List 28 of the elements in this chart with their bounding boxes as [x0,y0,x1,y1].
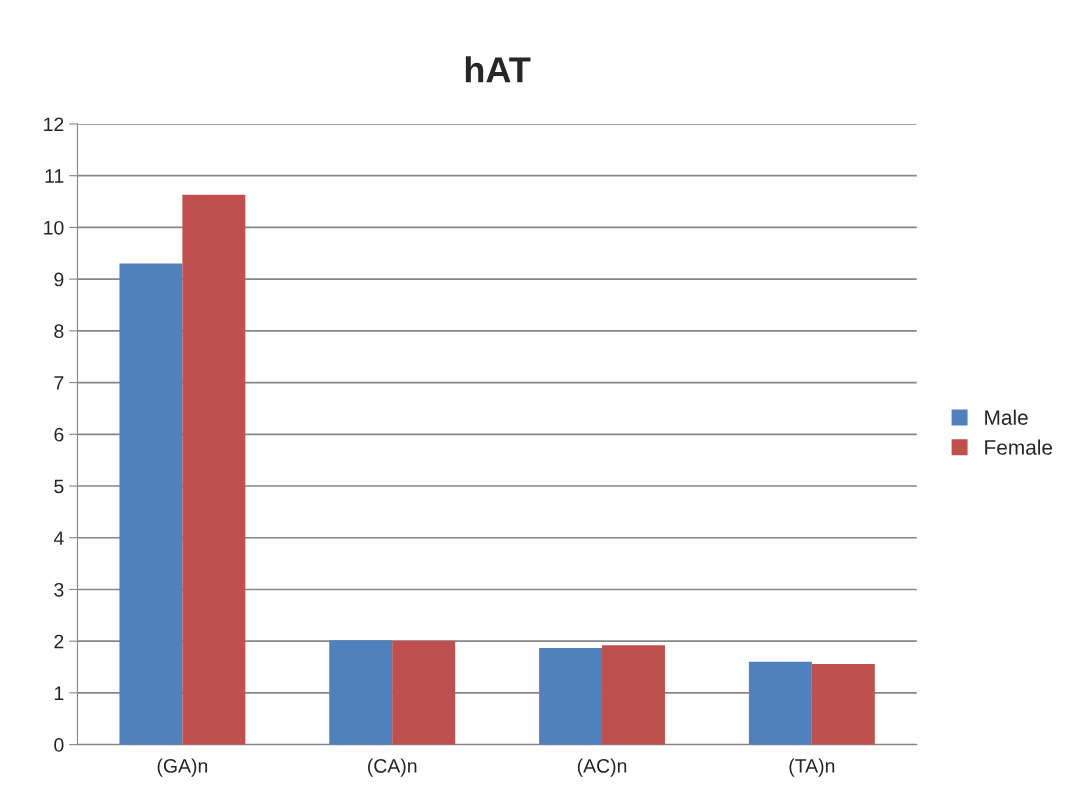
bar [602,645,665,745]
y-tick-label: 3 [54,582,64,597]
legend-label: Female [985,439,1053,455]
y-tick-label: 12 [44,117,64,132]
x-tick-label: (AC)n [577,758,627,777]
y-tick-label: 7 [54,376,64,390]
bar [811,663,875,745]
bar [539,647,603,745]
x-tick-label: (TA)n [789,758,835,777]
bar [329,640,393,745]
x-tick-label: (CA)n [368,758,417,777]
bar [119,263,183,745]
y-tick-label: 10 [44,220,64,235]
y-tick-label: 4 [53,531,64,545]
bar [392,640,456,745]
chart-title: hAT [465,56,531,83]
y-tick-label: 2 [54,634,64,649]
y-tick-label: 6 [54,427,64,442]
y-tick-label: 5 [54,479,64,494]
bar [748,661,812,745]
y-tick-label: 0 [54,738,64,752]
legend-label: Male [985,409,1028,425]
bar [182,194,246,745]
y-tick-label: 9 [54,272,64,287]
y-tick-label: 8 [54,324,64,339]
x-tick-label: (GA)n [157,758,208,777]
y-tick-label: 11 [45,169,64,183]
y-tick-label: 1 [54,686,64,700]
